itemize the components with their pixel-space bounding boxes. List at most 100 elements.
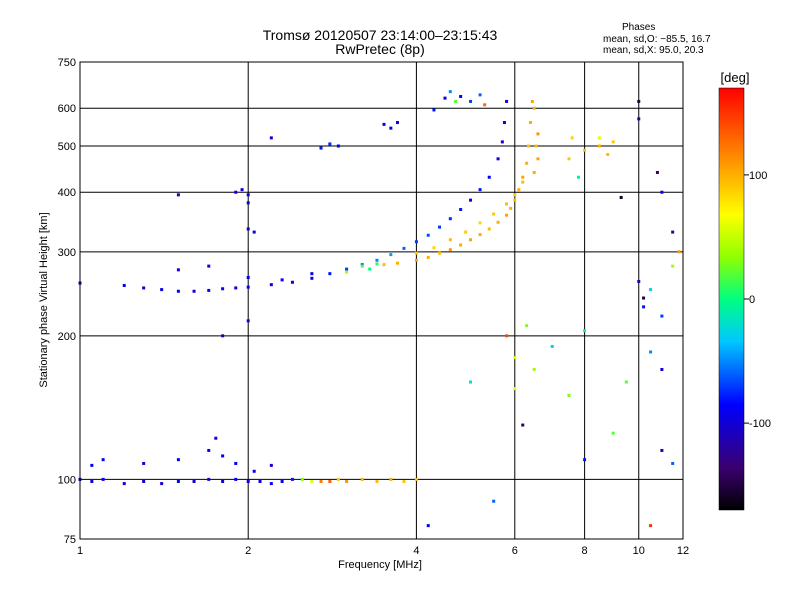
data-point	[101, 477, 105, 481]
data-point	[160, 288, 164, 292]
data-points	[78, 90, 681, 528]
y-tick-label: 100	[58, 474, 76, 486]
data-point	[438, 251, 442, 255]
colorbar-ticks: 100 0 -100	[744, 170, 771, 430]
data-point	[487, 175, 491, 179]
data-point	[505, 213, 509, 217]
data-point	[328, 479, 332, 483]
data-point	[290, 477, 294, 481]
data-point	[671, 230, 675, 234]
data-point	[642, 296, 646, 300]
data-point	[395, 121, 399, 125]
data-point	[637, 117, 641, 121]
data-point	[550, 344, 554, 348]
data-point	[469, 238, 473, 242]
data-point	[101, 458, 105, 462]
data-point	[536, 157, 540, 161]
data-point	[502, 121, 506, 125]
data-point	[597, 144, 601, 148]
data-point	[583, 458, 587, 462]
data-point	[402, 479, 406, 483]
data-point	[90, 479, 94, 483]
data-point	[269, 283, 273, 287]
data-point	[583, 329, 587, 333]
data-point	[395, 261, 399, 265]
data-point	[142, 479, 146, 483]
data-point	[619, 195, 623, 199]
data-point	[660, 190, 664, 194]
data-point	[513, 387, 517, 391]
x-axis-label: Frequency [MHz]	[338, 559, 422, 571]
data-point	[142, 286, 146, 290]
data-point	[426, 233, 430, 237]
data-point	[375, 479, 379, 483]
data-point	[402, 246, 406, 250]
data-point	[221, 334, 225, 338]
data-point	[496, 220, 500, 224]
data-point	[525, 161, 529, 165]
data-point	[252, 469, 256, 473]
colorbar	[718, 87, 745, 511]
data-point	[478, 93, 482, 97]
grid	[80, 62, 683, 539]
y-tick-label: 75	[64, 534, 76, 546]
data-point	[368, 267, 372, 271]
data-point	[414, 477, 418, 481]
data-point	[414, 258, 418, 262]
data-point	[269, 482, 273, 486]
data-point	[176, 193, 180, 197]
data-point	[269, 136, 273, 140]
data-point	[176, 268, 180, 272]
data-point	[483, 103, 487, 107]
data-point	[375, 262, 379, 266]
data-point	[432, 246, 436, 250]
data-point	[310, 276, 314, 280]
data-point	[246, 479, 250, 483]
phases-title: Phases	[622, 22, 656, 33]
y-tick-label: 400	[58, 187, 76, 199]
chart-title: Tromsø 20120507 23:14:00–23:15:43	[262, 27, 498, 43]
data-point	[671, 264, 675, 268]
data-point	[459, 94, 463, 98]
y-tick-label: 200	[58, 331, 76, 343]
data-point	[567, 393, 571, 397]
data-point	[583, 148, 587, 152]
data-point	[160, 482, 164, 486]
data-point	[521, 175, 525, 179]
data-point	[492, 212, 496, 216]
data-point	[655, 170, 659, 174]
data-point	[649, 524, 653, 528]
data-point	[290, 280, 294, 284]
data-point	[360, 264, 364, 268]
data-point	[505, 99, 509, 103]
data-point	[414, 251, 418, 255]
data-point	[532, 106, 536, 110]
data-point	[258, 479, 262, 483]
data-point	[611, 140, 615, 144]
data-point	[192, 289, 196, 293]
data-point	[606, 152, 610, 156]
data-point	[280, 479, 284, 483]
data-point	[192, 479, 196, 483]
data-point	[642, 305, 646, 309]
data-point	[525, 324, 529, 328]
data-point	[234, 286, 238, 290]
x-tick-label: 8	[582, 545, 588, 557]
data-point	[478, 188, 482, 192]
y-axis-ticks: 75 100 200 300 400 500 600 750	[58, 57, 76, 546]
x-axis-ticks: 1 2 4 6 8 10 12	[77, 545, 689, 557]
data-point	[269, 463, 273, 467]
data-point	[649, 288, 653, 292]
x-tick-label: 10	[633, 545, 645, 557]
data-point	[469, 99, 473, 103]
x-tick-label: 4	[413, 545, 419, 557]
y-axis-label: Stationary phase Virtual Height [km]	[38, 212, 50, 387]
data-point	[492, 499, 496, 503]
data-point	[443, 96, 447, 100]
data-point	[624, 380, 628, 384]
data-point	[521, 180, 525, 184]
data-point	[234, 190, 238, 194]
data-point	[513, 356, 517, 360]
data-point	[509, 206, 513, 210]
